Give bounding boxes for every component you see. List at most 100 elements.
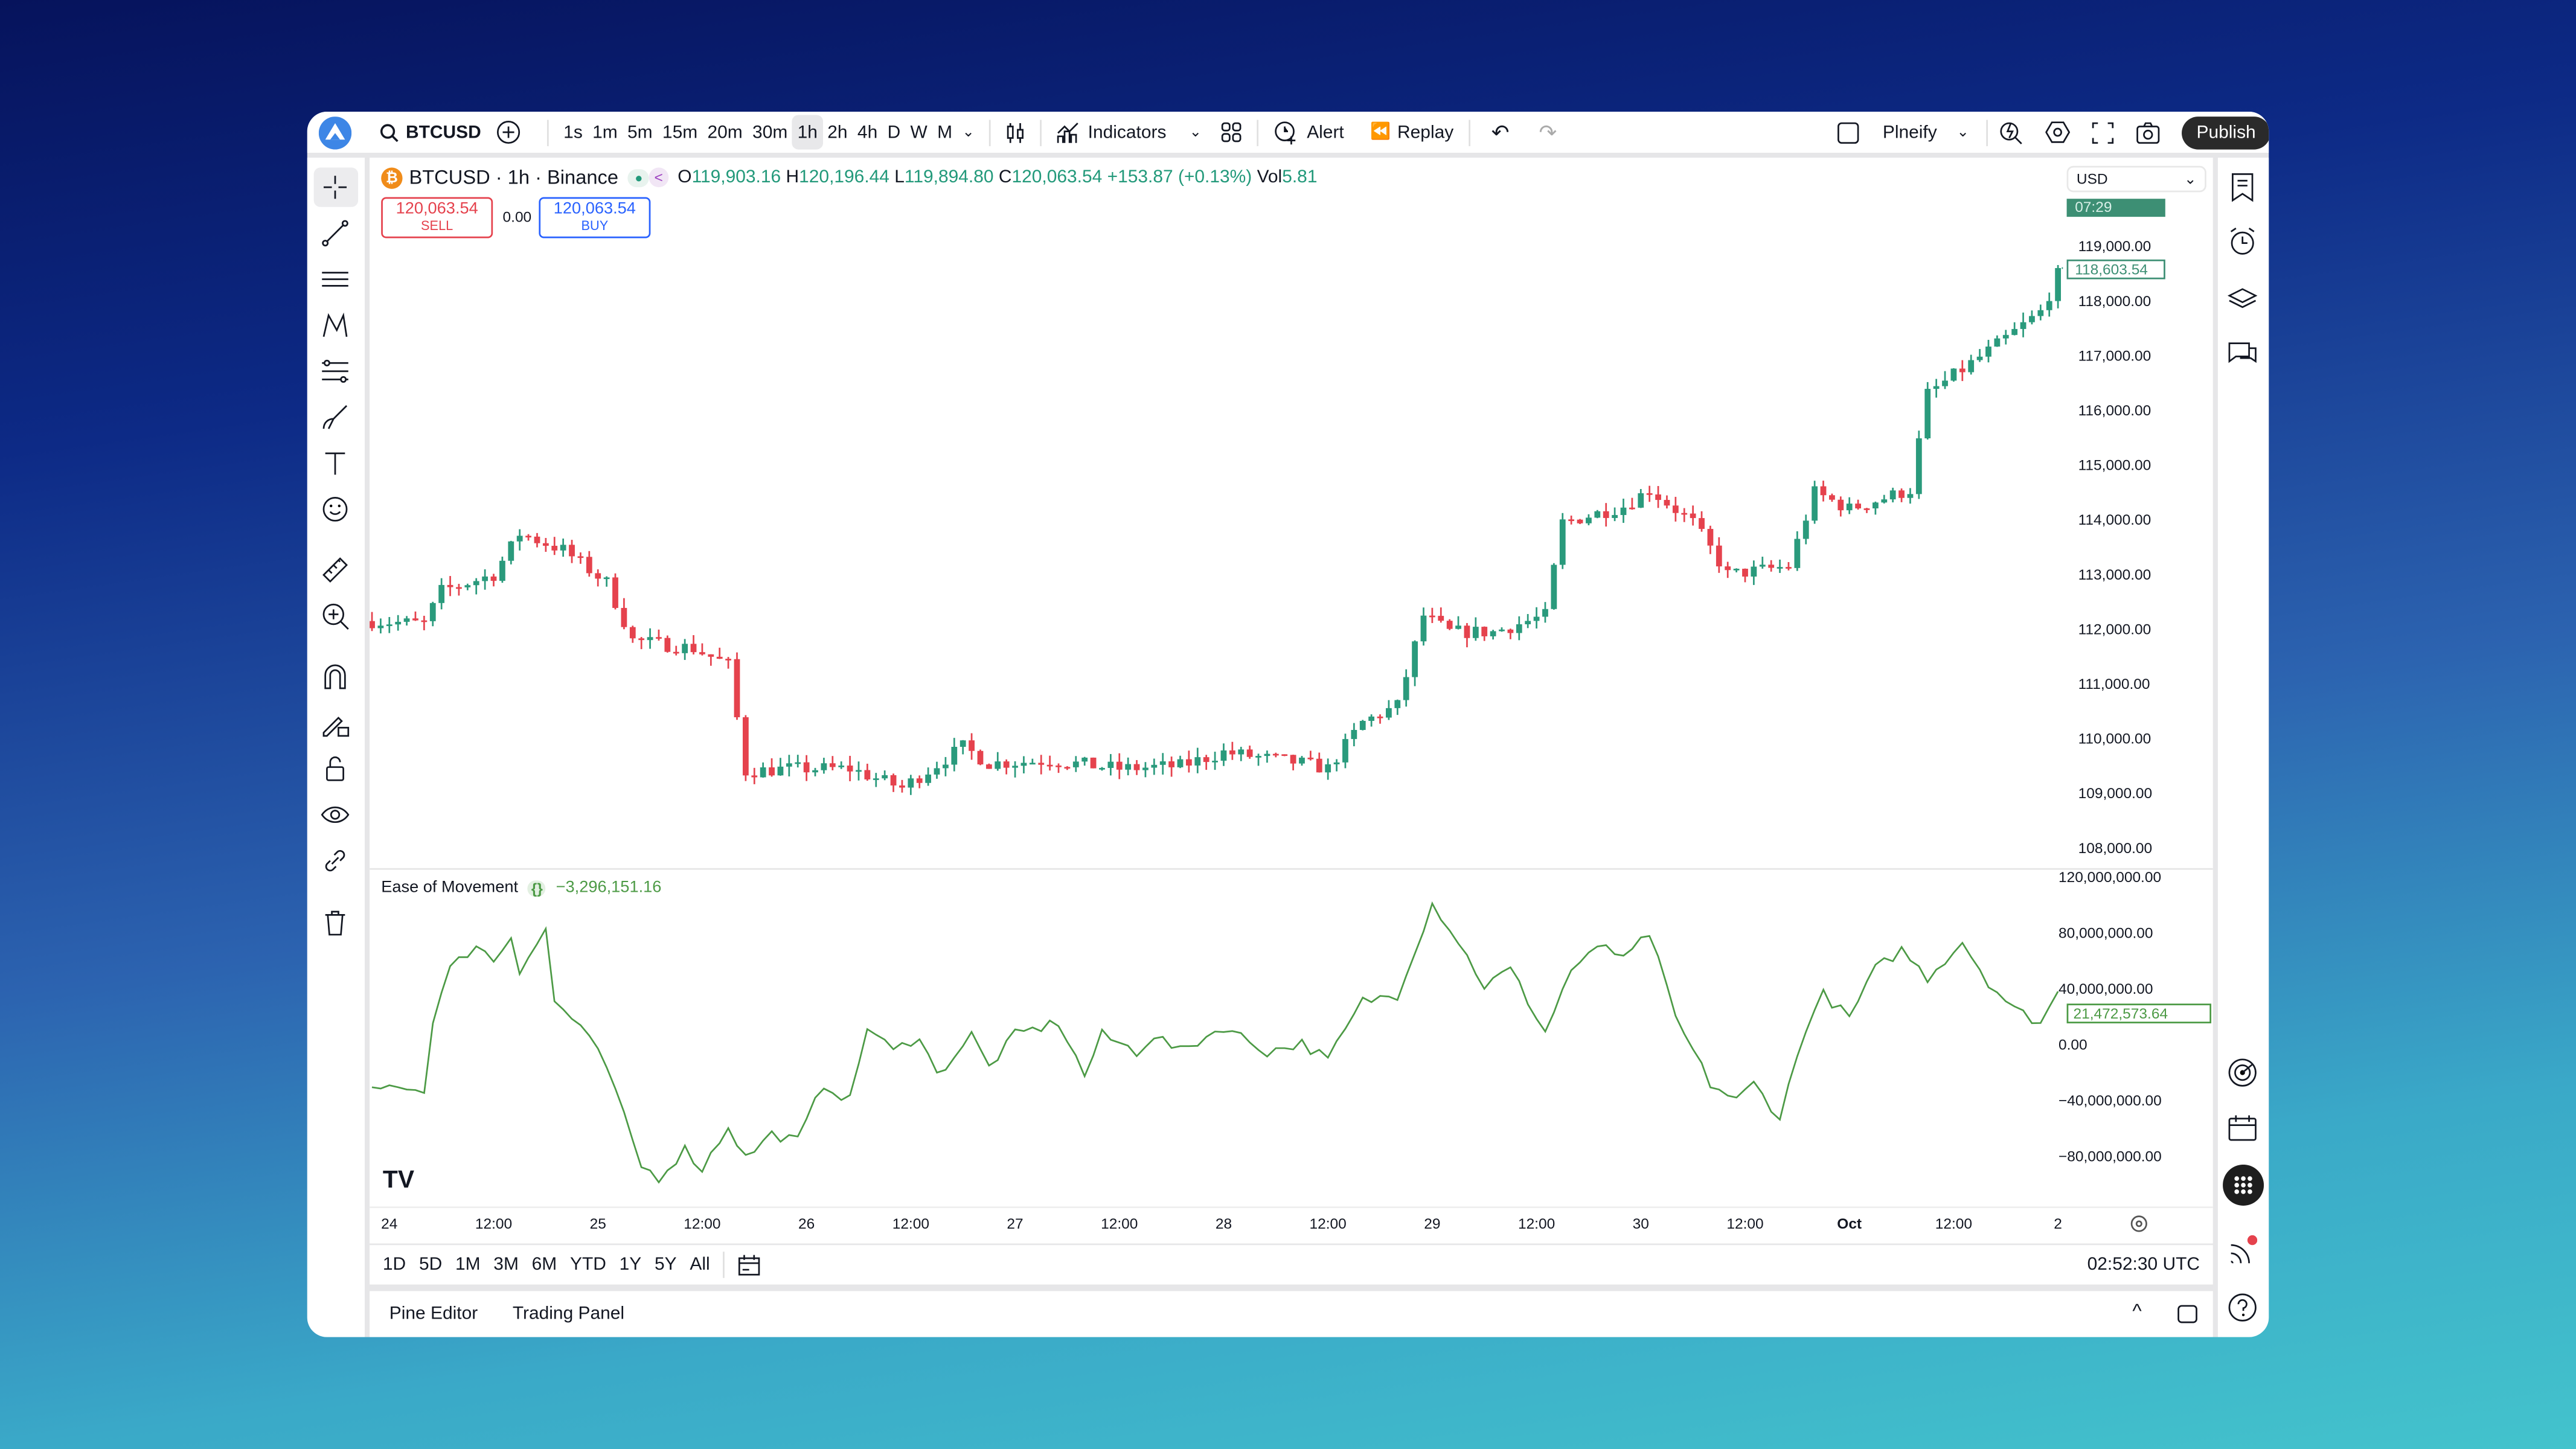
candle-body: [812, 770, 818, 773]
candle-body: [864, 770, 871, 779]
crosshair-icon[interactable]: [321, 173, 350, 202]
chevron-up-icon[interactable]: ^: [2132, 1299, 2142, 1323]
candle-body: [1246, 749, 1253, 757]
interval-1h[interactable]: 1h: [792, 115, 823, 150]
interval-5m[interactable]: 5m: [627, 122, 653, 142]
candle: [1168, 756, 1174, 777]
interval-m[interactable]: M: [937, 122, 953, 142]
candle-body: [1915, 438, 1922, 494]
interval-1s[interactable]: 1s: [563, 122, 583, 142]
range-ytd[interactable]: YTD: [569, 1255, 606, 1275]
svg-text:TV: TV: [383, 1165, 414, 1193]
currency-select[interactable]: USD ⌄: [2066, 165, 2206, 193]
candle-body: [1116, 761, 1123, 770]
range-3m[interactable]: 3M: [493, 1255, 519, 1275]
fib-retracement-icon[interactable]: [321, 356, 350, 386]
interval-1m[interactable]: 1m: [592, 122, 618, 142]
candle-body: [1307, 757, 1314, 760]
interval-d[interactable]: D: [887, 122, 901, 142]
emoji-icon[interactable]: [321, 494, 350, 524]
interval-dropdown-chevron-icon[interactable]: ⌄: [962, 123, 975, 140]
pitchfork-icon[interactable]: [321, 310, 350, 340]
interval-30m[interactable]: 30m: [752, 122, 788, 142]
quick-search-icon[interactable]: [1999, 120, 2024, 145]
price-tick-label: 114,000.00: [2078, 512, 2151, 528]
indicator-name[interactable]: Ease of Movement: [381, 878, 519, 897]
time-axis-settings-icon[interactable]: [2130, 1215, 2147, 1232]
candle: [370, 612, 375, 632]
text-icon[interactable]: [321, 449, 350, 478]
brush-icon[interactable]: [321, 403, 350, 432]
layouts-button[interactable]: [1217, 115, 1248, 149]
go-to-date-icon[interactable]: [738, 1253, 761, 1276]
range-1d[interactable]: 1D: [382, 1255, 406, 1275]
candle-body: [977, 750, 984, 765]
alert-button[interactable]: Alert: [1269, 115, 1349, 149]
chart-area[interactable]: 119,000.00 118,000.00 117,000.00 116,000.00…: [370, 158, 2213, 1244]
source-code-icon[interactable]: {}: [528, 879, 546, 897]
range-5y[interactable]: 5Y: [655, 1255, 677, 1275]
range-6m[interactable]: 6M: [531, 1255, 557, 1275]
layers-icon[interactable]: [2228, 283, 2258, 312]
target-icon[interactable]: [2228, 1058, 2257, 1087]
calendar-icon[interactable]: [2228, 1114, 2257, 1144]
candle-body: [421, 620, 428, 622]
interval-4h[interactable]: 4h: [857, 122, 878, 142]
crosshair-tool-active[interactable]: [313, 167, 359, 207]
watchlist-icon[interactable]: [2228, 173, 2257, 202]
camera-icon[interactable]: [2136, 121, 2161, 144]
publish-button[interactable]: Publish: [2182, 115, 2269, 149]
candle: [1768, 560, 1775, 572]
share-icon[interactable]: <: [649, 167, 668, 188]
chat-icon[interactable]: [2228, 338, 2257, 368]
candle-body: [1707, 529, 1714, 546]
interval-2h[interactable]: 2h: [827, 122, 848, 142]
tab-pine-editor[interactable]: Pine Editor: [389, 1304, 478, 1324]
buy-button[interactable]: 120,063.54 BUY: [539, 197, 651, 238]
interval-20m[interactable]: 20m: [707, 122, 743, 142]
layout-menu[interactable]: Plneify ⌄: [1837, 112, 1997, 153]
candle: [1307, 750, 1314, 761]
range-1y[interactable]: 1Y: [619, 1255, 642, 1275]
candle: [1794, 531, 1801, 571]
close-label: C: [998, 167, 1012, 188]
zoom-in-icon[interactable]: [321, 601, 350, 631]
tab-trading-panel[interactable]: Trading Panel: [512, 1304, 625, 1324]
lock-drawing-pencil-icon[interactable]: [321, 708, 350, 738]
chart-canvas[interactable]: 119,000.00 118,000.00 117,000.00 116,000.00…: [370, 158, 2213, 1243]
time-tick-label: 24: [381, 1216, 397, 1232]
trash-icon[interactable]: [321, 909, 350, 938]
help-icon[interactable]: [2228, 1293, 2257, 1322]
settings-icon[interactable]: [2045, 120, 2071, 145]
ruler-icon[interactable]: [321, 555, 350, 585]
legend-title[interactable]: BTCUSD · 1h · Binance: [409, 165, 619, 189]
chart-type-button[interactable]: [1001, 115, 1030, 149]
trend-line-icon[interactable]: [321, 219, 350, 248]
magnet-icon[interactable]: [321, 662, 350, 691]
candle-body: [2037, 310, 2044, 316]
maximize-panel-icon[interactable]: [2177, 1304, 2198, 1324]
indicators-button[interactable]: Indicators ⌄: [1052, 115, 1206, 149]
fullscreen-icon[interactable]: [2091, 121, 2114, 144]
link-icon[interactable]: [321, 846, 350, 875]
symbol-search[interactable]: BTCUSD: [379, 112, 481, 153]
compare-button[interactable]: [496, 112, 521, 153]
clock-timezone[interactable]: 02:52:30 UTC: [2087, 1255, 2200, 1275]
range-5d[interactable]: 5D: [418, 1255, 443, 1275]
candle-body: [612, 577, 618, 608]
apps-grid-icon[interactable]: [2223, 1164, 2264, 1206]
horizontal-lines-icon[interactable]: [321, 264, 350, 294]
interval-15m[interactable]: 15m: [662, 122, 698, 142]
range-all[interactable]: All: [690, 1255, 710, 1275]
alarm-clock-icon[interactable]: [2228, 226, 2257, 256]
candle-body: [1672, 505, 1679, 513]
replay-button[interactable]: ⏪ Replay: [1365, 115, 1458, 149]
signal-icon[interactable]: [2228, 1235, 2258, 1265]
interval-w[interactable]: W: [910, 122, 928, 142]
sell-button[interactable]: 120,063.54 SELL: [381, 197, 493, 238]
range-1m[interactable]: 1M: [455, 1255, 481, 1275]
lock-icon[interactable]: [321, 754, 350, 784]
eye-icon[interactable]: [321, 800, 350, 830]
undo-icon[interactable]: ↶: [1491, 119, 1510, 144]
logo[interactable]: [318, 112, 352, 153]
